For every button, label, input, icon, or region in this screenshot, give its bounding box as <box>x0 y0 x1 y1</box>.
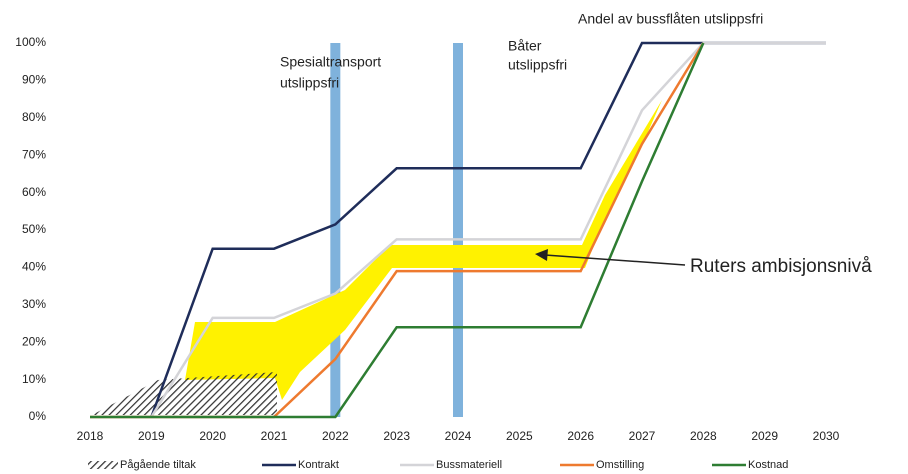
y-tick-label: 30% <box>22 297 46 311</box>
x-tick-label: 2028 <box>690 429 717 443</box>
y-tick-label: 20% <box>22 334 46 348</box>
y-tick-label: 50% <box>22 222 46 236</box>
arrow-head <box>535 249 548 261</box>
ongoing-area <box>92 372 277 415</box>
annotation: Spesialtransport <box>280 54 381 70</box>
annotation: utslippsfri <box>508 57 567 73</box>
ambition-area <box>185 100 662 400</box>
series-line <box>150 41 826 418</box>
x-tick-label: 2023 <box>383 429 410 443</box>
vertical-band <box>453 43 463 417</box>
x-tick-label: 2020 <box>199 429 226 443</box>
x-tick-label: 2027 <box>629 429 656 443</box>
y-tick-label: 10% <box>22 372 46 386</box>
x-tick-label: 2026 <box>567 429 594 443</box>
legend-swatch <box>88 461 118 469</box>
legend-label: Kostnad <box>748 459 788 471</box>
y-tick-label: 60% <box>22 185 46 199</box>
annotation: Andel av bussflåten utslippsfri <box>578 11 763 27</box>
x-tick-label: 2021 <box>261 429 288 443</box>
x-tick-label: 2025 <box>506 429 533 443</box>
legend-label: Kontrakt <box>298 459 339 471</box>
series-line <box>90 42 705 419</box>
y-tick-label: 40% <box>22 260 46 274</box>
x-tick-label: 2024 <box>445 429 472 443</box>
legend-label: Bussmateriell <box>436 459 502 471</box>
legend-label: Pågående tiltak <box>120 459 196 471</box>
x-tick-label: 2022 <box>322 429 349 443</box>
x-tick-label: 2019 <box>138 429 165 443</box>
arrow <box>544 254 686 266</box>
y-tick-label: 100% <box>15 35 46 49</box>
y-tick-label: 0% <box>29 409 47 423</box>
y-tick-label: 90% <box>22 73 46 87</box>
x-tick-label: 2029 <box>751 429 778 443</box>
series-line <box>90 42 705 419</box>
annotation: utslippsfri <box>280 75 339 91</box>
legend-label: Omstilling <box>596 459 644 471</box>
vertical-band <box>330 43 341 417</box>
x-tick-label: 2030 <box>813 429 840 443</box>
y-tick-label: 80% <box>22 110 46 124</box>
y-tick-label: 70% <box>22 147 46 161</box>
annotation: Båter <box>508 38 542 54</box>
annotation: Ruters ambisjonsnivå <box>690 256 872 277</box>
x-tick-label: 2018 <box>77 429 104 443</box>
